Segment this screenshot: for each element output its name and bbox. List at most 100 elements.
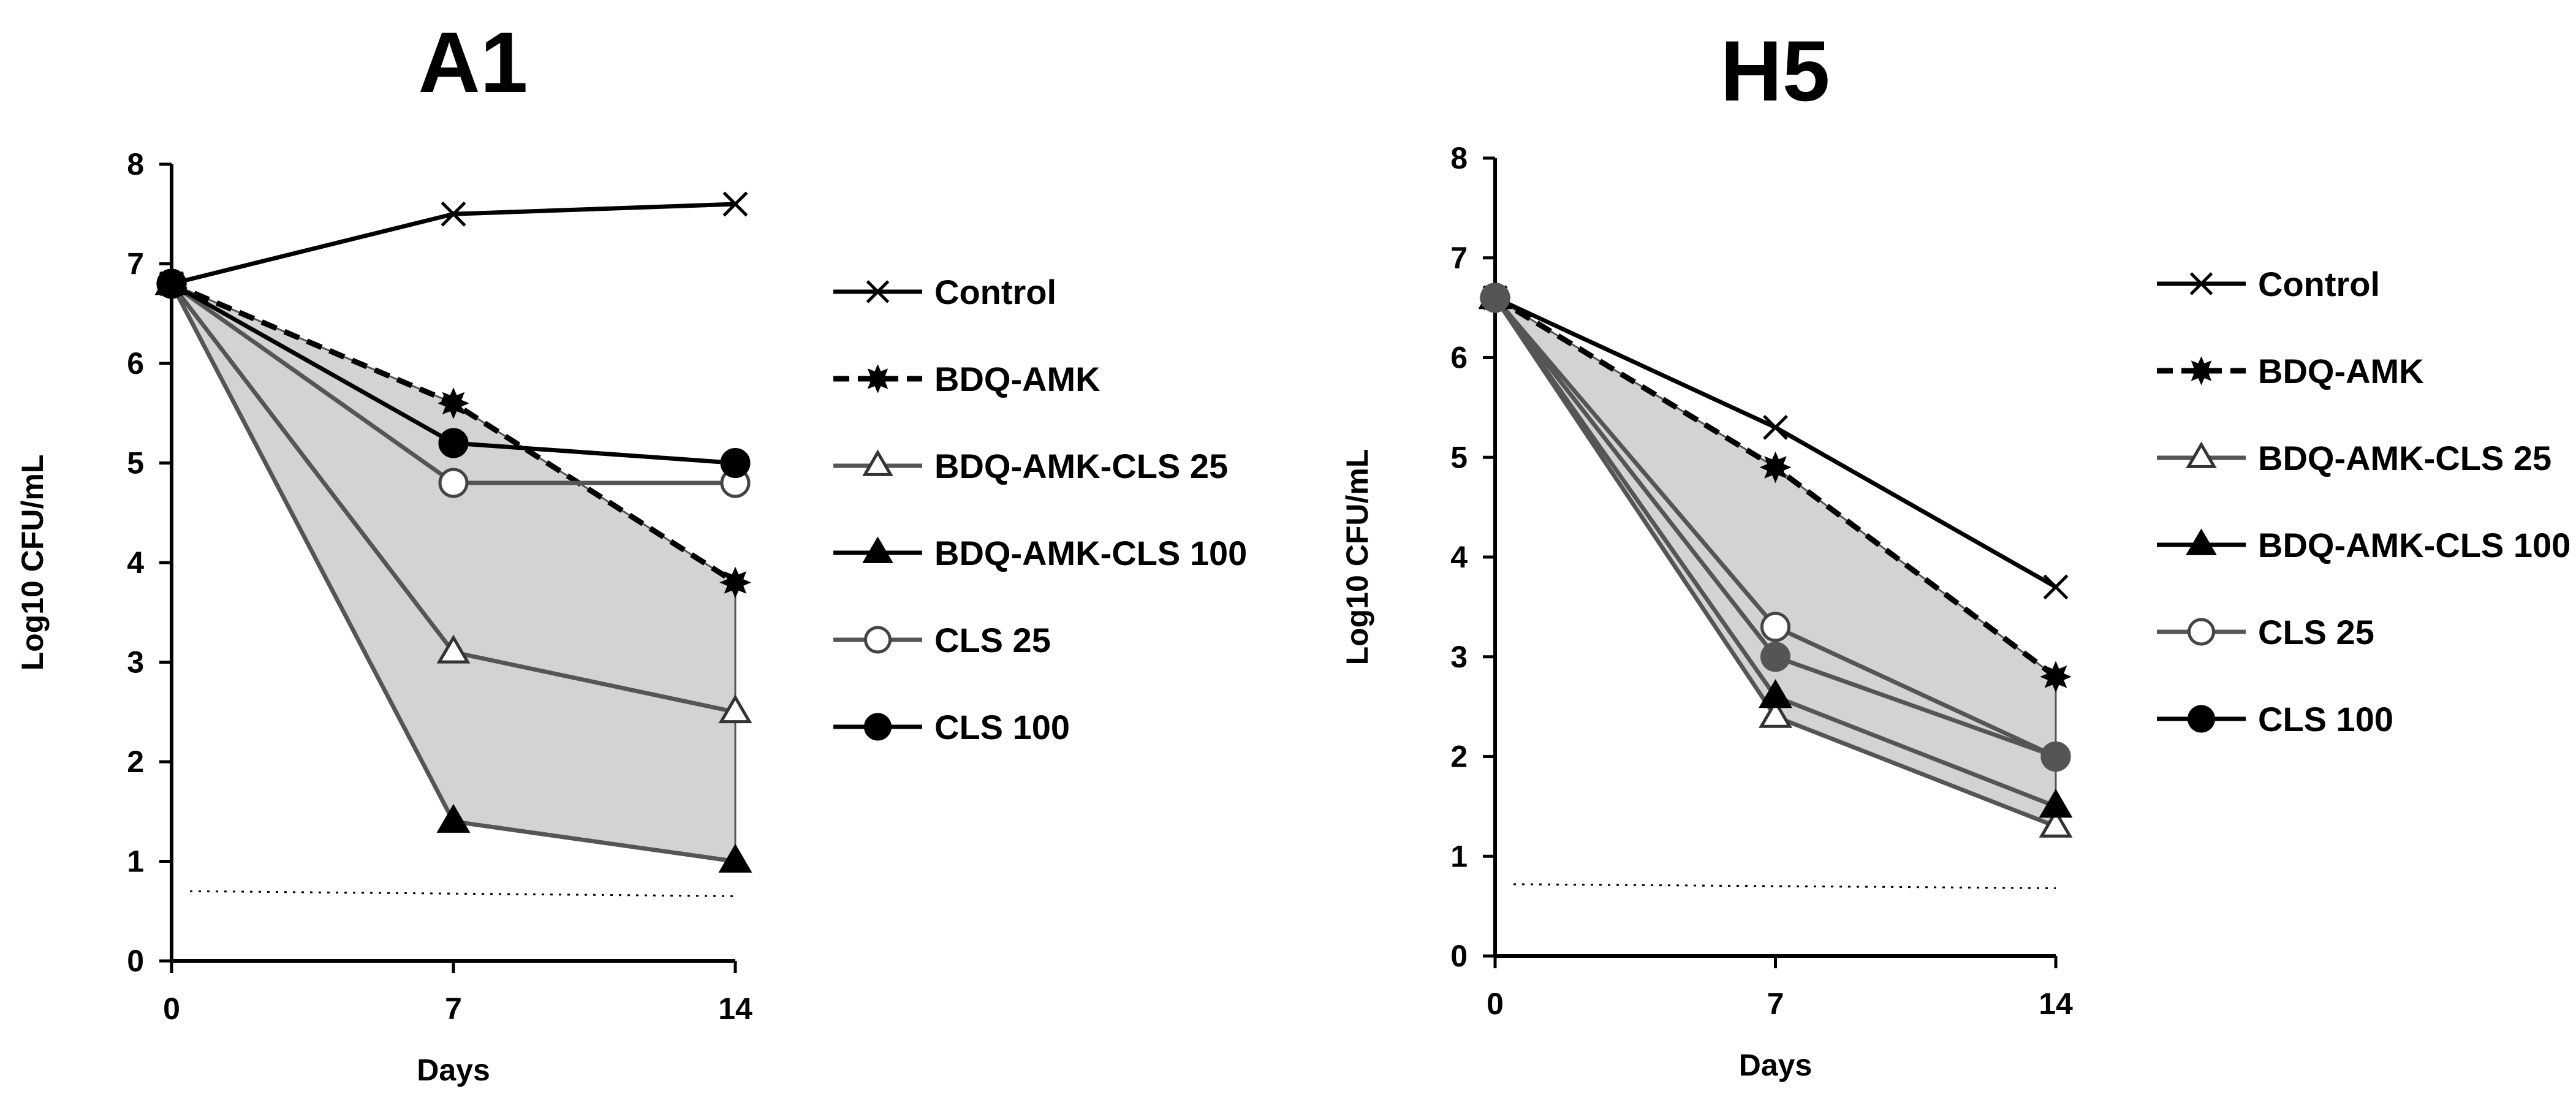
x-tick-label: 14: [718, 992, 752, 1026]
x-tick-label: 0: [163, 992, 180, 1026]
legend-item-cls-25: CLS 25: [833, 621, 1051, 659]
y-axis-label: Log10 CFU/mL: [15, 455, 50, 671]
y-tick-label: 0: [127, 944, 144, 978]
legend: Control BDQ-AMK BDQ-AMK-CLS 25 BDQ-AMK-CLS …: [2157, 265, 2570, 738]
legend-marker: [2188, 705, 2215, 733]
y-tick-label: 5: [1450, 440, 1468, 474]
chart-title: A1: [419, 14, 528, 110]
data-point-bdq-amk-cls-100: [1759, 679, 1792, 708]
data-point-cls-100: [2040, 742, 2071, 772]
legend-marker: [862, 449, 893, 476]
legend-marker: [864, 713, 892, 741]
data-point-cls-100: [1760, 642, 1790, 672]
legend-item-bdq-amk: BDQ-AMK: [833, 360, 1100, 398]
y-tick-label: 3: [127, 645, 144, 680]
data-point-control: [722, 191, 748, 217]
x-axis-label: Days: [417, 1053, 490, 1087]
legend-item-bdq-amk: BDQ-AMK: [2157, 352, 2424, 390]
data-point-cls-100: [1480, 283, 1510, 313]
data-point-bdq-amk-cls-100: [436, 803, 471, 833]
y-tick-label: 2: [1450, 740, 1468, 774]
x-axis-label: Days: [1739, 1048, 1813, 1082]
data-point-bdq-amk-cls-100: [2039, 789, 2073, 818]
legend-label: CLS 25: [934, 621, 1051, 659]
detection-limit-line: [189, 890, 736, 897]
y-tick-label: 7: [1450, 241, 1468, 275]
legend-label: CLS 100: [2258, 700, 2393, 738]
legend-label: BDQ-AMK-CLS 100: [934, 534, 1247, 572]
legend-item-bdq-amk-cls-25: BDQ-AMK-CLS 25: [833, 447, 1228, 485]
legend-item-cls-100: CLS 100: [2157, 700, 2393, 738]
data-point-control: [1763, 414, 1788, 440]
legend-item-control: Control: [833, 273, 1056, 311]
legend-marker: [2186, 528, 2217, 555]
data-point-bdq-amk: [2040, 661, 2072, 693]
data-point-cls-25: [438, 468, 469, 498]
series-markers-cls-100: [1480, 283, 2071, 772]
legend-label: BDQ-AMK-CLS 25: [2258, 439, 2551, 477]
x-tick-label: 7: [1767, 987, 1784, 1021]
y-tick-label: 7: [127, 247, 144, 281]
legend-label: Control: [934, 273, 1056, 311]
legend-label: CLS 100: [934, 708, 1070, 746]
legend-marker: [2189, 272, 2213, 295]
data-point-bdq-amk-cls-25: [1759, 699, 1792, 728]
legend-label: BDQ-AMK: [2258, 352, 2424, 390]
y-tick-label: 3: [1450, 640, 1468, 674]
legend-label: BDQ-AMK: [934, 360, 1100, 398]
data-point-bdq-amk: [438, 387, 469, 419]
y-tick-label: 1: [127, 844, 144, 879]
legend-item-cls-25: CLS 25: [2157, 613, 2374, 651]
legend-marker: [863, 364, 893, 393]
y-axis-label: Log10 CFU/mL: [1340, 449, 1374, 666]
shaded-region: [1494, 297, 2057, 828]
data-point-bdq-amk: [719, 566, 751, 599]
data-point-control: [2043, 574, 2069, 600]
legend-label: BDQ-AMK-CLS 25: [934, 447, 1228, 485]
series-markers-cls-100: [156, 268, 751, 478]
chart-h5: H5 0 1 2 3 4 5 6 7 8 0 7 14 Days Log10 CFU/mL Control BD…: [1340, 23, 2570, 1082]
detection-limit-line: [1513, 883, 2056, 889]
data-point-bdq-amk: [1759, 451, 1792, 484]
data-point-bdq-amk-cls-25: [718, 694, 752, 724]
y-tick-label: 4: [1450, 540, 1468, 574]
legend-item-bdq-amk-cls-25: BDQ-AMK-CLS 25: [2157, 439, 2551, 477]
y-tick-label: 8: [1450, 141, 1468, 175]
x-tick-label: 7: [445, 992, 462, 1026]
x-tick-label: 14: [2039, 987, 2073, 1021]
legend-marker: [864, 626, 892, 654]
data-point-control: [441, 201, 466, 227]
y-tick-label: 4: [127, 545, 144, 580]
legend-item-bdq-amk-cls-100: BDQ-AMK-CLS 100: [2157, 526, 2570, 564]
legend-marker: [866, 280, 890, 303]
legend-marker: [2188, 618, 2215, 646]
shaded-region: [169, 281, 737, 863]
legend-label: CLS 25: [2258, 613, 2374, 651]
chart-a1: A1 0 1 2 3 4 5 6 7 8 0 7 14 Days Log10 CFU/mL Control BD…: [15, 14, 1247, 1087]
data-point-cls-100: [438, 428, 469, 458]
legend-marker: [862, 536, 893, 563]
data-point-cls-100: [156, 268, 187, 299]
legend-marker: [2186, 441, 2217, 468]
y-tick-label: 6: [127, 346, 144, 381]
data-point-bdq-amk-cls-25: [2039, 808, 2073, 838]
data-point-cls-100: [720, 448, 751, 478]
legend-item-control: Control: [2157, 265, 2380, 303]
data-point-bdq-amk-cls-100: [718, 843, 752, 873]
y-tick-label: 0: [1450, 939, 1468, 973]
y-tick-label: 6: [1450, 341, 1468, 375]
legend: Control BDQ-AMK BDQ-AMK-CLS 25 BDQ-AMK-CLS …: [833, 273, 1247, 746]
legend-item-cls-100: CLS 100: [833, 708, 1070, 746]
legend-item-bdq-amk-cls-100: BDQ-AMK-CLS 100: [833, 534, 1247, 572]
x-tick-label: 0: [1487, 987, 1504, 1021]
y-tick-label: 5: [127, 446, 144, 480]
y-tick-label: 2: [127, 745, 144, 779]
chart-title: H5: [1721, 23, 1830, 119]
legend-label: Control: [2258, 265, 2380, 303]
data-point-bdq-amk-cls-25: [436, 634, 471, 664]
y-tick-label: 8: [127, 147, 144, 181]
y-tick-label: 1: [1450, 839, 1468, 873]
legend-label: BDQ-AMK-CLS 100: [2258, 526, 2570, 564]
data-point-cls-25: [1760, 612, 1790, 642]
